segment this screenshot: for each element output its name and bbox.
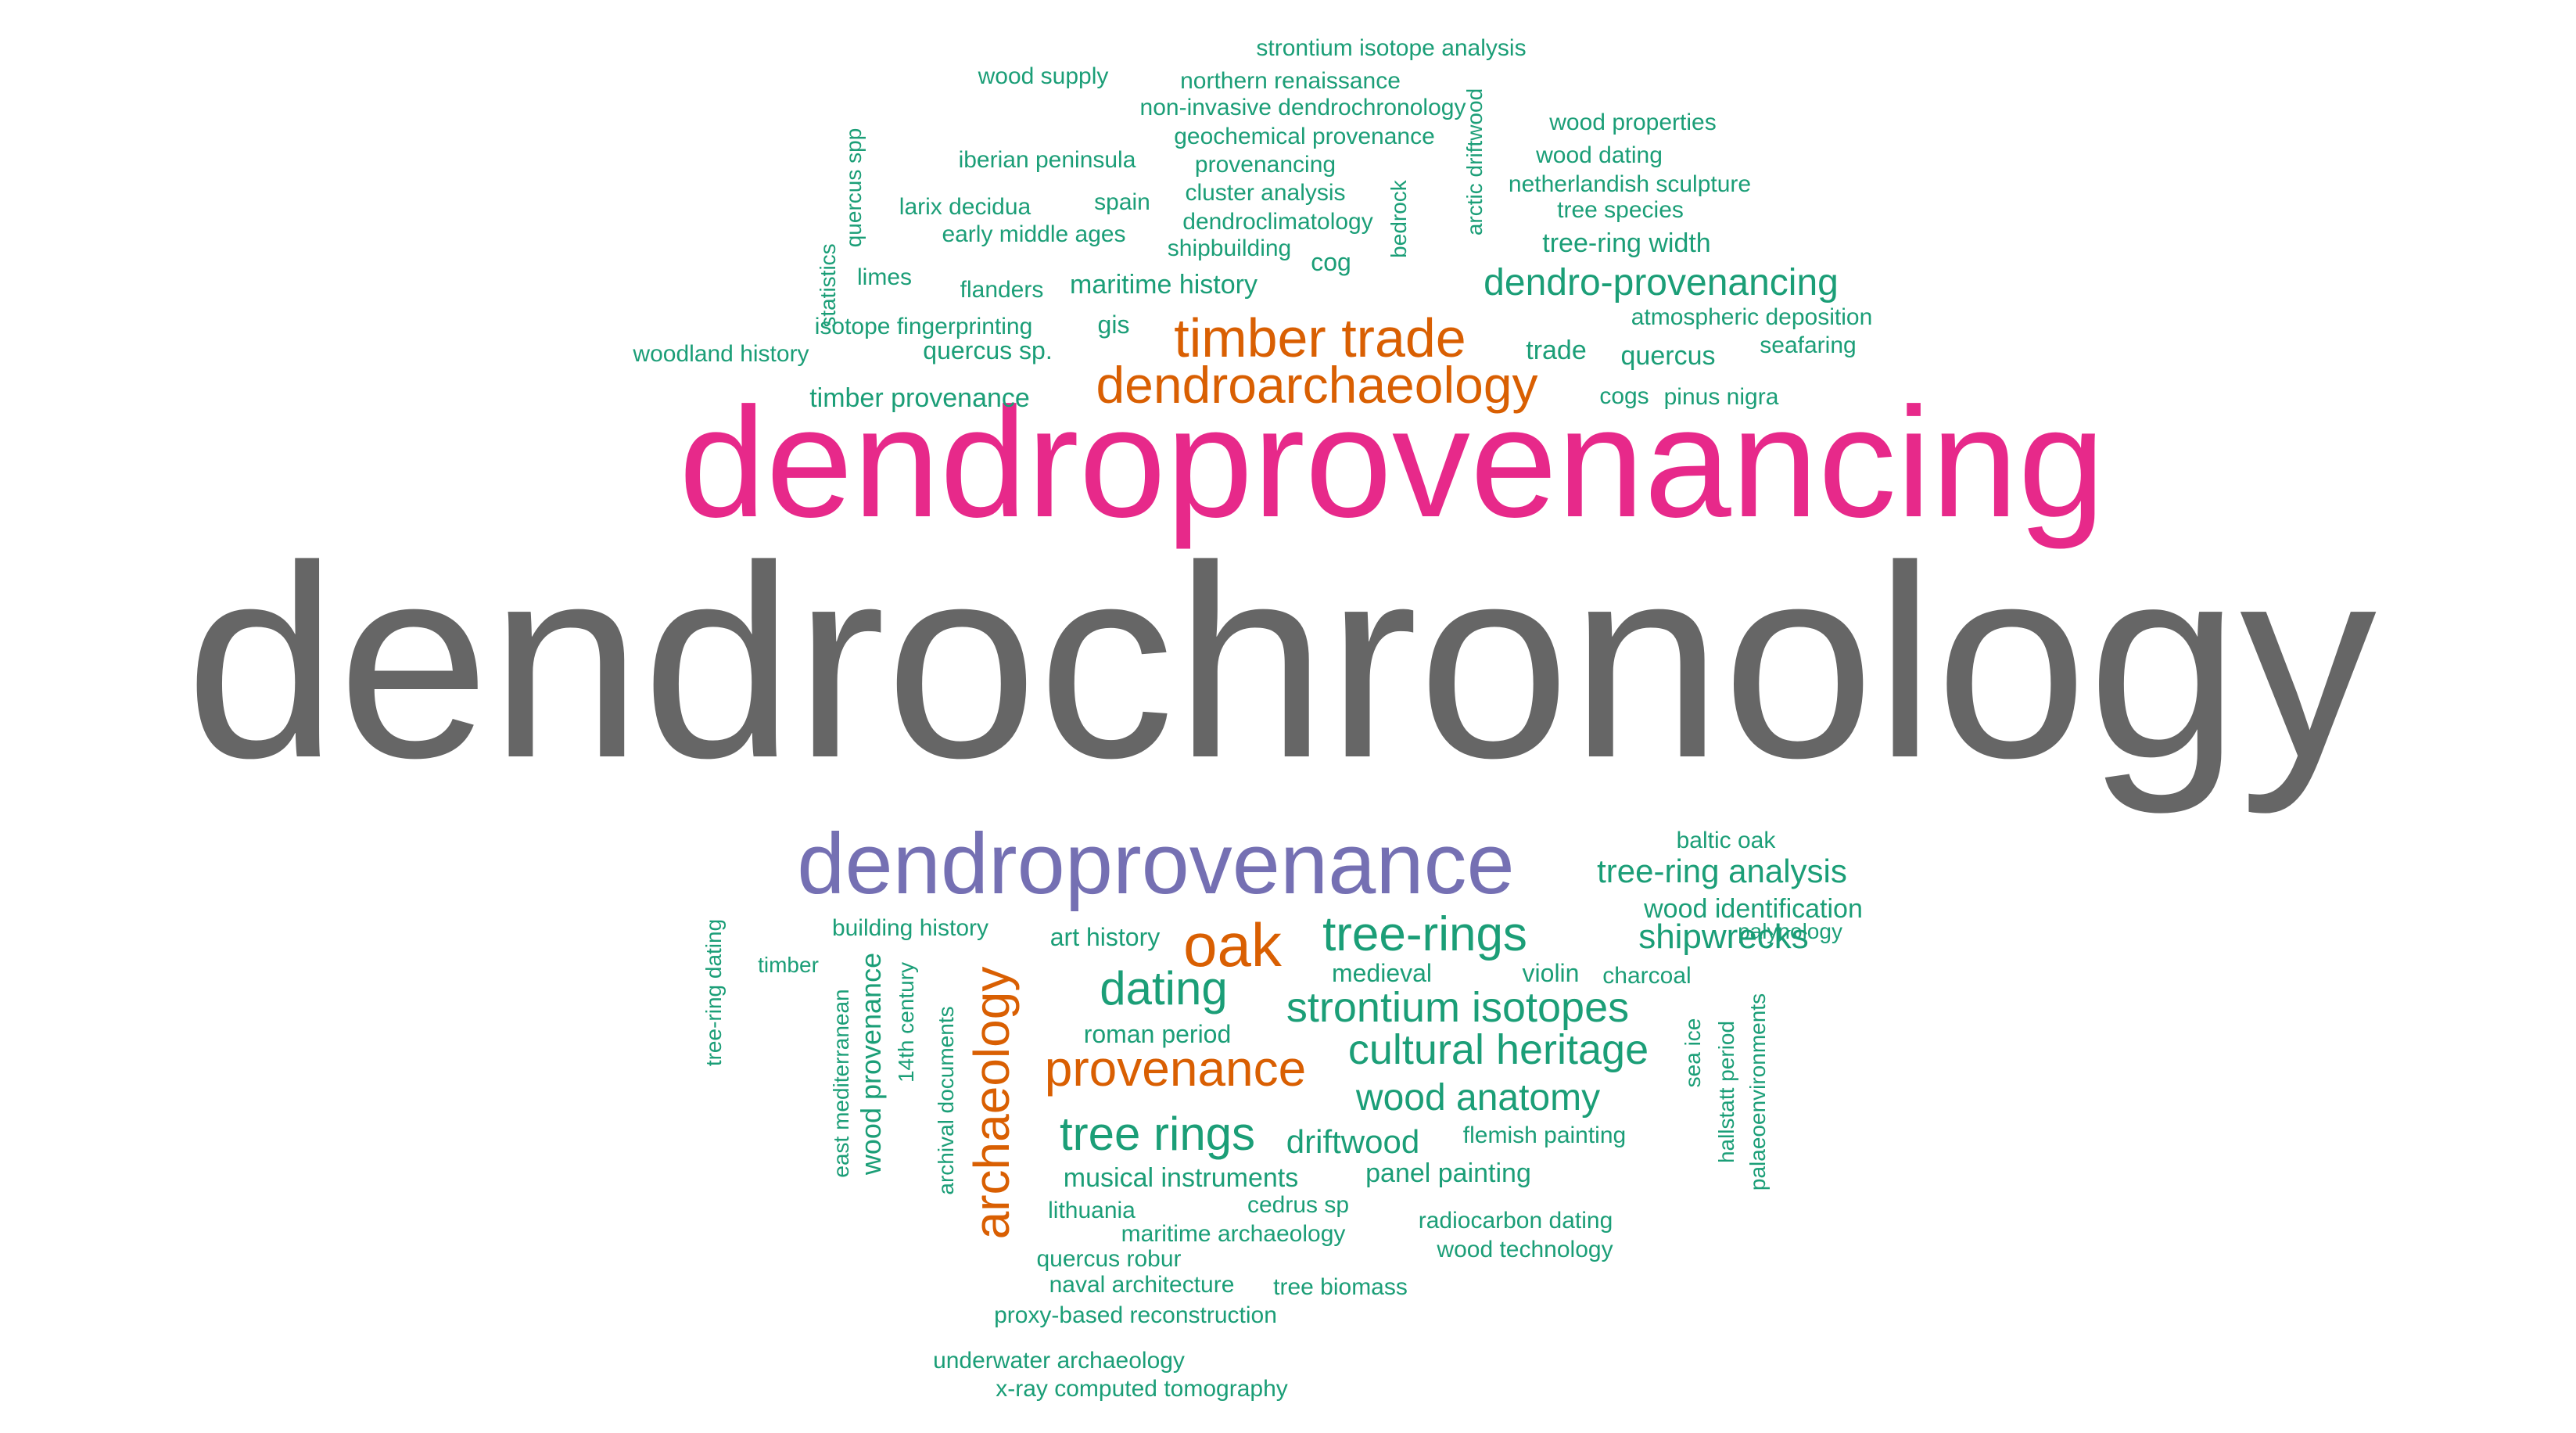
word-cloud-term: tree-ring width	[1542, 228, 1711, 258]
word-cloud-term: tree-ring dating	[701, 918, 726, 1067]
word-cloud-term: shipbuilding	[1167, 235, 1292, 261]
word-cloud-term: panel painting	[1365, 1158, 1531, 1188]
word-cloud-term: geochemical provenance	[1174, 124, 1435, 149]
word-cloud-term: palaeoenvironments	[1745, 993, 1770, 1191]
word-cloud-term: roman period	[1083, 1020, 1232, 1048]
word-cloud-term: early middle ages	[942, 221, 1126, 247]
word-cloud-term: wood properties	[1549, 110, 1717, 135]
word-cloud-term: bedrock	[1387, 180, 1411, 258]
word-cloud-term: baltic oak	[1676, 828, 1776, 853]
word-cloud-term: cogs	[1599, 383, 1649, 409]
word-cloud-term: larix decidua	[899, 194, 1031, 220]
word-cloud-term: dendro-provenancing	[1484, 262, 1839, 303]
word-cloud-term: medieval	[1331, 959, 1433, 987]
word-cloud-term: timber	[758, 953, 819, 977]
word-cloud-term: northern renaissance	[1180, 68, 1401, 94]
word-cloud-term: statistics	[816, 243, 840, 328]
word-cloud-term: quercus	[1620, 341, 1716, 371]
word-cloud-term: archaeology	[963, 966, 1020, 1240]
word-cloud-term: limes	[856, 264, 913, 290]
word-cloud-term: arctic driftwood	[1462, 88, 1487, 236]
word-cloud-term: east mediterranean	[829, 989, 853, 1178]
word-cloud-term: atmospheric deposition	[1631, 304, 1873, 330]
word-cloud-term: tree-rings	[1322, 907, 1527, 961]
word-cloud-term: naval architecture	[1049, 1272, 1235, 1298]
word-cloud-term: gis	[1097, 311, 1130, 339]
word-cloud-term: cluster analysis	[1185, 180, 1346, 206]
word-cloud-term: wood anatomy	[1355, 1077, 1601, 1119]
word-cloud-term: cedrus sp	[1247, 1192, 1350, 1218]
word-cloud-term: wood provenance	[855, 952, 887, 1176]
word-cloud-term: lithuania	[1048, 1198, 1136, 1223]
word-cloud-term: pinus nigra	[1663, 384, 1779, 410]
word-cloud-term: strontium isotope analysis	[1256, 35, 1527, 61]
word-cloud-term: wood identification	[1644, 894, 1863, 924]
word-cloud-term: isotope fingerprinting	[814, 314, 1033, 339]
word-cloud-term: tree rings	[1059, 1108, 1256, 1160]
word-cloud-term: strontium isotopes	[1286, 984, 1630, 1031]
word-cloud-term: quercus robur	[1036, 1246, 1182, 1272]
word-cloud-term: cultural heritage	[1347, 1026, 1649, 1073]
word-cloud-term: building history	[831, 915, 989, 941]
word-cloud-term: underwater archaeology	[933, 1348, 1185, 1374]
word-cloud-term: cog	[1311, 248, 1351, 276]
word-cloud-term: wood technology	[1437, 1237, 1613, 1262]
word-cloud-term: dendroclimatology	[1182, 209, 1373, 235]
word-cloud-term: charcoal	[1602, 963, 1692, 989]
word-cloud-term: palynology	[1738, 919, 1842, 943]
word-cloud-term: violin	[1522, 959, 1580, 987]
word-cloud-term: seafaring	[1760, 332, 1857, 358]
word-cloud-term: hallstatt period	[1714, 1020, 1738, 1164]
word-cloud-term: flanders	[960, 277, 1044, 303]
word-cloud-term: dendrochronology	[185, 509, 2377, 815]
word-cloud-term: provenance	[1044, 1040, 1307, 1097]
word-cloud-term: wood dating	[1536, 142, 1663, 168]
word-cloud-term: timber provenance	[809, 383, 1030, 413]
word-cloud-term: non-invasive dendrochronology	[1139, 95, 1466, 120]
word-cloud-term: tree biomass	[1273, 1274, 1408, 1300]
word-cloud-term: quercus spp	[841, 127, 866, 248]
word-cloud-term: oak	[1183, 910, 1282, 979]
word-cloud-term: sea ice	[1681, 1018, 1705, 1088]
word-cloud-term: netherlandish sculpture	[1508, 171, 1752, 197]
word-cloud-term: wood supply	[978, 63, 1109, 89]
word-cloud-term: dendroarchaeology	[1096, 356, 1538, 414]
word-cloud-term: dendroprovenancing	[679, 375, 2105, 550]
word-cloud-term: musical instruments	[1063, 1163, 1299, 1193]
word-cloud-term: art history	[1049, 923, 1161, 951]
word-cloud-term: 14th century	[894, 961, 918, 1083]
word-cloud-term: maritime archaeology	[1121, 1221, 1346, 1247]
word-cloud-term: shipwrecks	[1638, 918, 1809, 956]
word-cloud-term: woodland history	[633, 341, 809, 367]
word-cloud-term: timber trade	[1174, 307, 1466, 368]
word-cloud-term: provenancing	[1194, 152, 1336, 178]
word-cloud-term: trade	[1526, 336, 1587, 365]
word-cloud-term: maritime history	[1070, 270, 1258, 300]
word-cloud-term: tree species	[1557, 197, 1684, 223]
word-cloud-term: radiocarbon dating	[1418, 1208, 1613, 1234]
word-cloud-term: tree-ring analysis	[1597, 853, 1847, 889]
word-cloud-term: quercus sp.	[923, 336, 1053, 365]
word-cloud-term: flemish painting	[1462, 1122, 1627, 1148]
word-cloud-term: archival documents	[934, 1006, 958, 1195]
word-cloud-term: x-ray computed tomography	[996, 1376, 1288, 1402]
word-cloud-term: dating	[1100, 962, 1228, 1015]
word-cloud-term: dendroprovenance	[797, 816, 1515, 912]
word-cloud-term: iberian peninsula	[958, 147, 1136, 173]
word-cloud-term: proxy-based reconstruction	[994, 1302, 1277, 1328]
word-cloud-term: driftwood	[1286, 1123, 1420, 1160]
word-cloud-term: spain	[1094, 189, 1150, 215]
